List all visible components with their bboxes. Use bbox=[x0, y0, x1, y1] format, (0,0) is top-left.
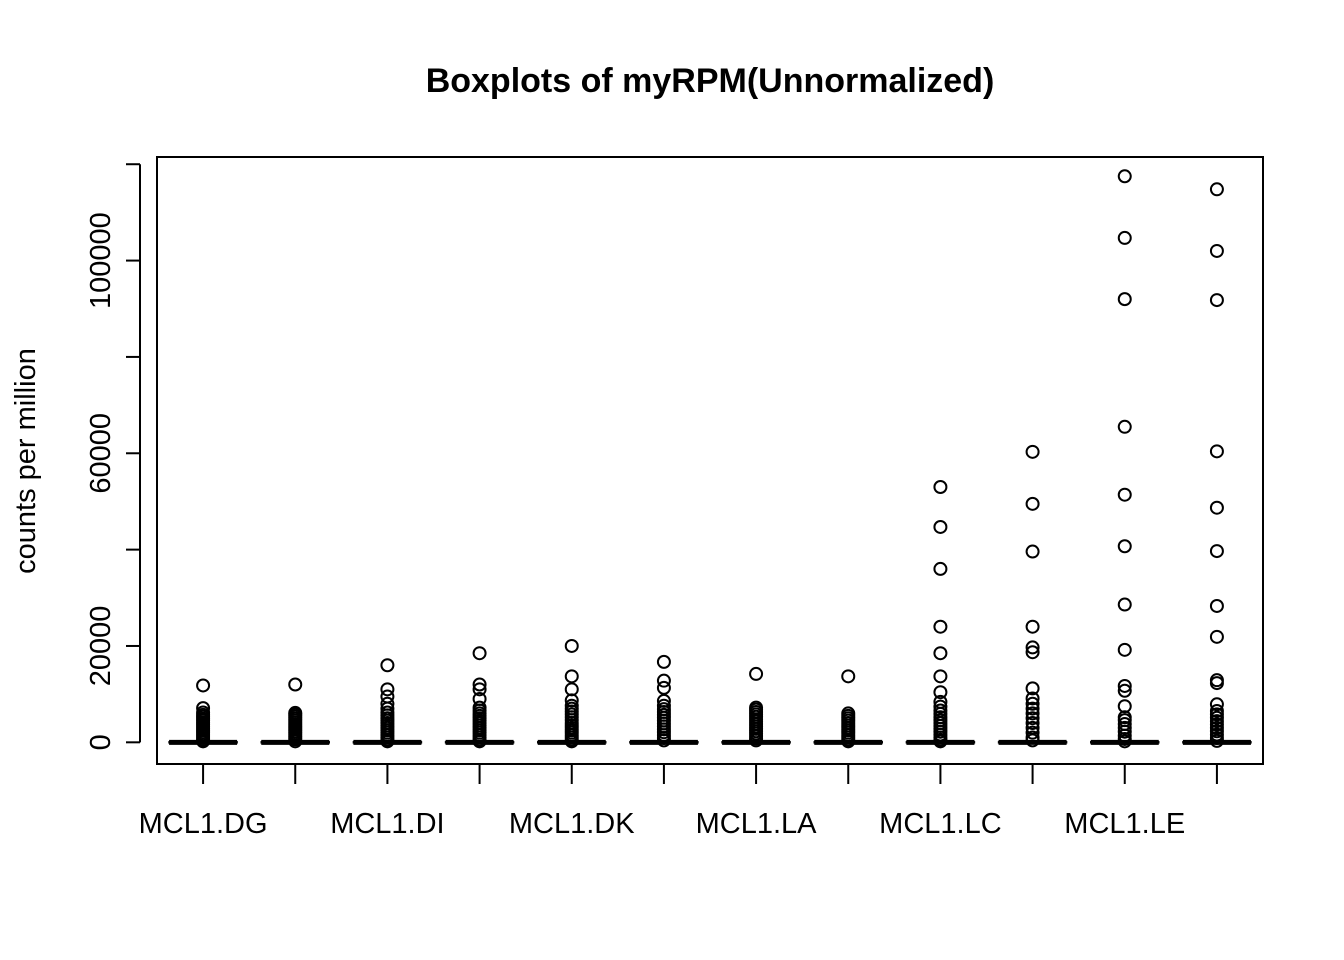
outlier-point bbox=[933, 519, 948, 534]
outlier-point bbox=[472, 677, 487, 692]
outlier-point bbox=[1117, 487, 1132, 502]
outlier-point bbox=[196, 734, 211, 749]
x-tick-label: MCL1.LC bbox=[879, 808, 1002, 840]
box-group bbox=[537, 638, 607, 749]
outlier-point bbox=[933, 479, 948, 494]
outlier-point bbox=[288, 734, 303, 749]
outlier-point bbox=[1117, 678, 1132, 693]
box-group bbox=[1182, 182, 1252, 748]
x-tick-label: MCL1.DI bbox=[330, 808, 444, 840]
outlier-point bbox=[1209, 544, 1224, 559]
outlier-point bbox=[1025, 696, 1040, 711]
x-tick-label: MCL1.LA bbox=[696, 808, 818, 840]
y-tick-label: 100000 bbox=[85, 212, 117, 309]
y-tick-label: 0 bbox=[85, 734, 117, 750]
outlier-point bbox=[564, 638, 579, 653]
outlier-point bbox=[564, 669, 579, 684]
outlier-point bbox=[380, 658, 395, 673]
y-axis-label: counts per million bbox=[10, 348, 42, 574]
y-axis: 0 20000 60000 100000 bbox=[85, 163, 141, 750]
outlier-point bbox=[1025, 691, 1040, 706]
outlier-point bbox=[1025, 544, 1040, 559]
box-group bbox=[997, 444, 1068, 748]
outlier-point bbox=[933, 699, 948, 714]
outlier-point bbox=[656, 680, 671, 695]
outlier-point bbox=[1209, 182, 1224, 197]
outlier-point bbox=[472, 682, 487, 697]
outlier-point bbox=[1117, 539, 1132, 554]
box-group bbox=[905, 479, 976, 749]
outlier-point bbox=[1117, 292, 1132, 307]
plot-frame bbox=[156, 156, 1264, 765]
outlier-point bbox=[1025, 640, 1040, 655]
outlier-point bbox=[1025, 711, 1040, 726]
outlier-point bbox=[1025, 706, 1040, 721]
box-group bbox=[629, 654, 699, 748]
x-axis: MCL1.DG MCL1.DI MCL1.DK MCL1.LA MCL1.LC MCL1.… bbox=[139, 763, 1218, 840]
outlier-point bbox=[1025, 444, 1040, 459]
outlier-point bbox=[1025, 681, 1040, 696]
outlier-point bbox=[472, 646, 487, 661]
outlier-point bbox=[1117, 642, 1132, 657]
outlier-point bbox=[1209, 697, 1224, 712]
y-tick-label: 60000 bbox=[85, 413, 117, 494]
box-group bbox=[260, 677, 330, 749]
y-tick-label: 20000 bbox=[85, 606, 117, 687]
outlier-point bbox=[1117, 230, 1132, 245]
outlier-point bbox=[1025, 701, 1040, 716]
outlier-point bbox=[933, 646, 948, 661]
outlier-point bbox=[380, 734, 395, 749]
outlier-point bbox=[1025, 645, 1040, 660]
x-tick-label: MCL1.DK bbox=[509, 808, 635, 840]
box-group bbox=[168, 678, 238, 749]
outlier-point bbox=[1209, 676, 1224, 691]
outlier-point bbox=[933, 669, 948, 684]
box-group bbox=[1090, 169, 1160, 749]
chart-title: Boxplots of myRPM(Unnormalized) bbox=[426, 62, 995, 100]
outlier-point bbox=[380, 682, 395, 697]
outlier-point bbox=[564, 734, 579, 749]
outlier-point bbox=[1209, 293, 1224, 308]
outlier-point bbox=[1117, 419, 1132, 434]
box-group bbox=[444, 646, 515, 749]
outlier-point bbox=[749, 733, 764, 748]
outlier-point bbox=[1025, 716, 1040, 731]
outlier-point bbox=[196, 678, 211, 693]
outlier-point bbox=[1117, 724, 1132, 739]
outlier-point bbox=[1117, 683, 1132, 698]
box-group bbox=[813, 669, 883, 749]
box-group bbox=[721, 666, 791, 748]
outlier-point bbox=[933, 734, 948, 749]
outlier-point bbox=[288, 677, 303, 692]
outlier-point bbox=[472, 734, 487, 749]
outlier-point bbox=[1209, 444, 1224, 459]
outlier-point bbox=[933, 561, 948, 576]
outlier-point bbox=[1117, 597, 1132, 612]
x-tick-label: MCL1.LE bbox=[1064, 808, 1185, 840]
outlier-point bbox=[1117, 169, 1132, 184]
outlier-point bbox=[841, 669, 856, 684]
x-tick-label: MCL1.DG bbox=[139, 808, 268, 840]
boxes bbox=[168, 169, 1252, 749]
outlier-point bbox=[933, 685, 948, 700]
outlier-point bbox=[656, 654, 671, 669]
outlier-point bbox=[1209, 733, 1224, 748]
outlier-point bbox=[1209, 629, 1224, 644]
outlier-point bbox=[656, 733, 671, 748]
outlier-point bbox=[1117, 734, 1132, 749]
outlier-point bbox=[1025, 733, 1040, 748]
box-group bbox=[352, 658, 423, 749]
outlier-point bbox=[1209, 598, 1224, 613]
outlier-point bbox=[749, 666, 764, 681]
outlier-point bbox=[1025, 496, 1040, 511]
outlier-point bbox=[1025, 619, 1040, 634]
outlier-point bbox=[1209, 243, 1224, 258]
outlier-point bbox=[841, 734, 856, 749]
outlier-point bbox=[1025, 725, 1040, 740]
outlier-point bbox=[656, 673, 671, 688]
outlier-point bbox=[1209, 500, 1224, 515]
outlier-point bbox=[933, 619, 948, 634]
